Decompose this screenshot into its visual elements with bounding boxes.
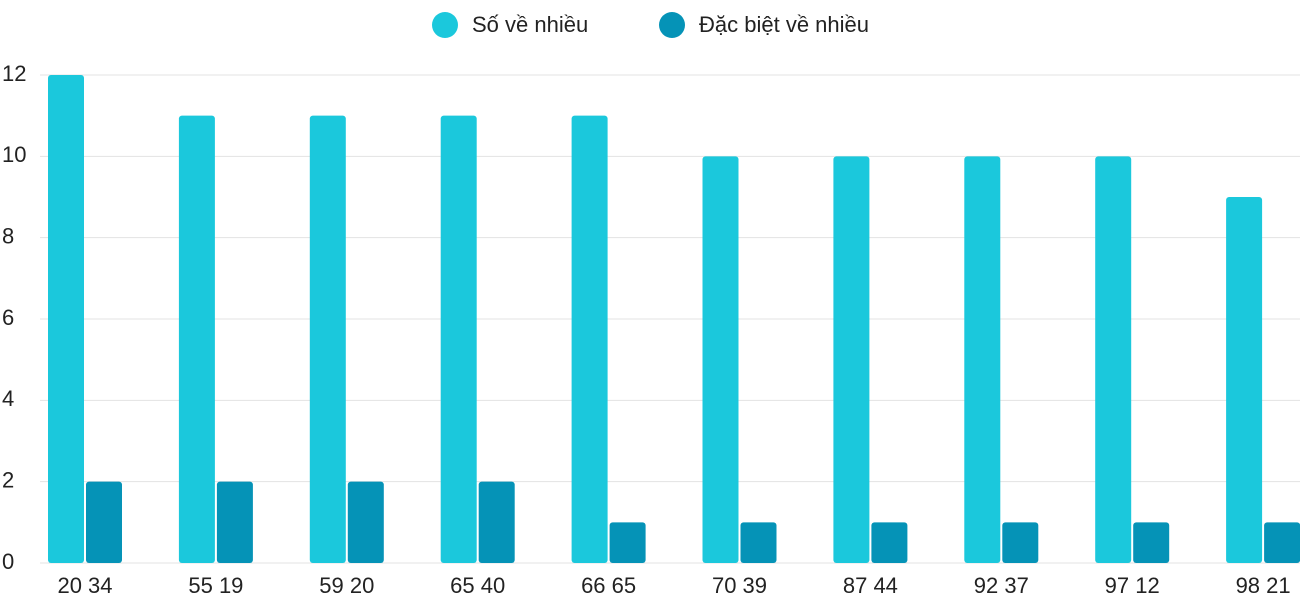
bar	[48, 75, 84, 563]
x-tick-label: 65 40	[450, 573, 505, 598]
x-tick-label: 59 20	[319, 573, 374, 598]
bar	[1095, 156, 1132, 564]
bar	[740, 522, 777, 563]
y-tick-label: 12	[2, 61, 26, 86]
bar	[216, 481, 253, 563]
x-tick-label: 66 65	[581, 573, 636, 598]
bar	[833, 156, 870, 564]
bar	[478, 481, 515, 563]
bar	[1226, 197, 1263, 563]
x-tick-label: 20 34	[57, 573, 112, 598]
x-tick-label: 70 39	[712, 573, 767, 598]
legend-swatch	[432, 12, 458, 38]
legend-swatch	[659, 12, 685, 38]
bar	[86, 481, 122, 563]
y-tick-label: 6	[2, 305, 14, 330]
x-tick-label: 98 21	[1236, 573, 1291, 598]
y-tick-label: 2	[2, 467, 14, 492]
bar	[178, 115, 215, 564]
bar	[702, 156, 739, 564]
bar	[309, 115, 346, 564]
legend-label: Số về nhiều	[472, 12, 588, 37]
bar	[609, 522, 646, 563]
x-tick-label: 92 37	[974, 573, 1029, 598]
x-tick-label: 55 19	[188, 573, 243, 598]
y-tick-label: 4	[2, 386, 14, 411]
y-tick-label: 10	[2, 142, 26, 167]
bar	[440, 115, 477, 564]
x-tick-label: 97 12	[1105, 573, 1160, 598]
bar	[347, 481, 384, 563]
bar	[571, 115, 608, 564]
bar	[871, 522, 908, 563]
x-tick-label: 87 44	[843, 573, 898, 598]
bar	[964, 156, 1001, 564]
bar	[1133, 522, 1170, 563]
bar	[1264, 522, 1300, 563]
y-tick-label: 8	[2, 223, 14, 248]
y-tick-label: 0	[2, 549, 14, 574]
bar	[1002, 522, 1039, 563]
legend-label: Đặc biệt về nhiều	[699, 12, 869, 37]
